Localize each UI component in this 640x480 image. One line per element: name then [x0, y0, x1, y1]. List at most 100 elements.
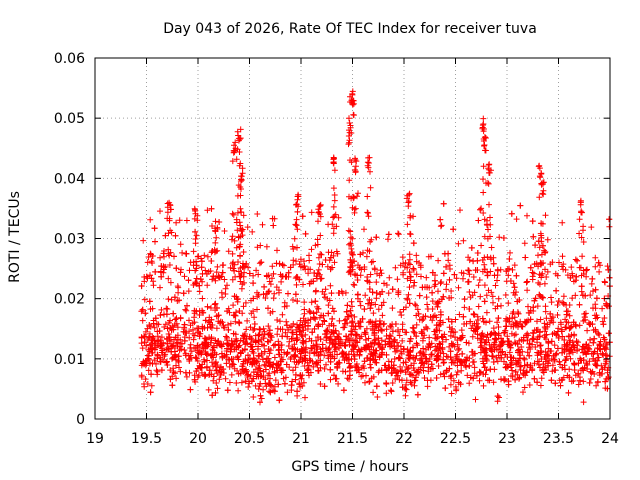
data-point — [474, 331, 481, 338]
data-point — [369, 289, 376, 296]
data-point — [512, 376, 519, 383]
data-point — [328, 290, 335, 297]
data-point — [591, 335, 598, 342]
data-point — [314, 334, 321, 341]
data-point — [355, 190, 361, 197]
data-point — [559, 349, 566, 356]
data-point — [508, 210, 515, 217]
data-point — [295, 191, 302, 198]
data-point — [602, 378, 609, 385]
data-point — [163, 305, 170, 312]
data-point — [300, 281, 306, 288]
data-point — [250, 327, 257, 333]
data-point — [539, 270, 546, 277]
data-point — [342, 320, 349, 327]
data-point — [492, 282, 499, 289]
data-point — [563, 346, 570, 353]
data-point — [478, 242, 485, 249]
data-point — [543, 315, 550, 322]
data-point — [512, 292, 518, 298]
data-point — [536, 194, 543, 201]
data-point — [465, 267, 472, 274]
data-point — [592, 361, 599, 368]
data-point — [520, 370, 527, 377]
data-point — [231, 237, 238, 244]
data-point — [402, 392, 409, 399]
data-point — [338, 288, 345, 295]
y-tick-label: 0.04 — [54, 171, 85, 187]
data-point — [329, 221, 336, 228]
data-point — [334, 351, 341, 358]
data-point — [210, 354, 217, 361]
data-point — [332, 327, 339, 334]
data-point — [560, 266, 567, 273]
data-point — [406, 251, 413, 258]
data-point — [413, 271, 420, 278]
data-point — [447, 381, 454, 388]
data-point — [177, 368, 184, 375]
data-point — [221, 324, 228, 331]
data-point — [406, 371, 413, 378]
data-point — [201, 324, 208, 331]
data-point — [407, 348, 414, 355]
data-point — [486, 161, 493, 168]
data-point — [406, 355, 413, 362]
x-tick-label: 22.5 — [440, 431, 471, 447]
data-point — [368, 259, 375, 266]
data-point — [292, 275, 299, 282]
data-point — [139, 345, 146, 352]
data-point — [567, 324, 574, 331]
data-point — [351, 271, 358, 277]
data-point — [193, 275, 200, 282]
data-point — [452, 316, 459, 323]
data-point — [145, 367, 152, 374]
data-point — [162, 232, 169, 239]
data-point — [180, 328, 187, 335]
data-point — [544, 236, 551, 243]
data-point — [202, 344, 209, 351]
data-point — [226, 379, 233, 386]
data-point — [299, 358, 306, 365]
data-point — [537, 382, 544, 389]
data-point — [487, 214, 493, 221]
data-point — [391, 356, 398, 362]
data-point — [250, 280, 257, 287]
data-point — [305, 317, 311, 324]
data-point — [249, 228, 256, 235]
data-point — [255, 337, 262, 344]
data-point — [332, 375, 339, 382]
data-point — [481, 233, 488, 240]
data-point — [263, 272, 270, 279]
data-point — [208, 305, 214, 311]
data-point — [580, 378, 587, 385]
data-point — [335, 214, 342, 221]
data-point — [486, 169, 493, 176]
data-point — [406, 352, 412, 358]
data-point — [181, 347, 188, 353]
data-point — [231, 293, 238, 300]
data-point — [562, 366, 568, 373]
data-point — [524, 278, 531, 285]
data-point — [201, 358, 208, 365]
data-point — [535, 361, 542, 368]
data-point — [238, 350, 244, 357]
data-point — [351, 282, 358, 289]
data-point — [437, 371, 444, 378]
data-point — [400, 346, 407, 353]
data-point — [513, 320, 520, 326]
data-point — [423, 294, 430, 301]
data-point — [429, 269, 436, 276]
data-point — [534, 358, 541, 365]
data-point — [227, 320, 234, 327]
data-point — [590, 355, 597, 362]
data-point — [194, 358, 201, 364]
data-point — [261, 328, 268, 335]
data-point — [538, 375, 545, 382]
data-point — [167, 367, 174, 374]
x-tick-label: 20.5 — [234, 431, 265, 447]
data-point — [185, 288, 192, 295]
data-point — [559, 263, 565, 270]
data-point — [198, 264, 205, 271]
data-point — [423, 346, 429, 353]
data-point — [487, 221, 494, 228]
